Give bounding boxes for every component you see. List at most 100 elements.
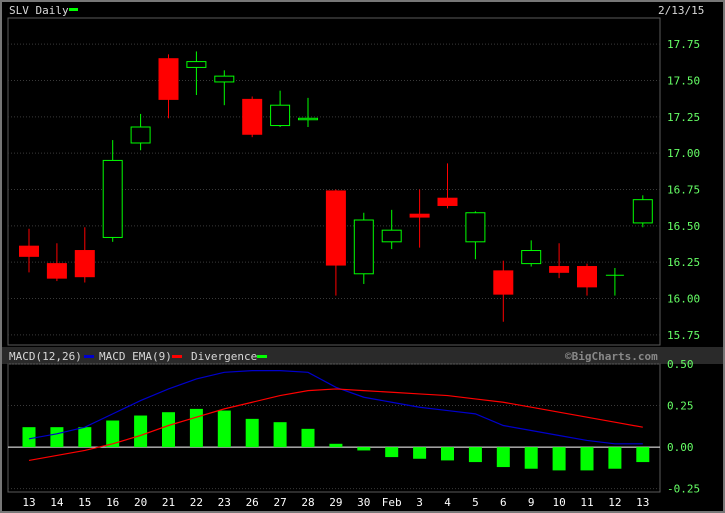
candle-body <box>242 98 263 135</box>
candle-body <box>102 159 123 238</box>
divergence-bar <box>636 447 650 463</box>
candle <box>158 54 179 119</box>
x-tick-label: 16 <box>106 496 119 509</box>
price-tick-label: 17.00 <box>667 147 700 160</box>
x-tick-label: 13 <box>22 496 35 509</box>
divergence-bar <box>413 447 427 459</box>
candle-body <box>158 58 179 100</box>
candle <box>214 70 235 106</box>
divergence-bar <box>134 415 148 448</box>
candle-body <box>325 190 346 266</box>
x-tick-label: 23 <box>218 496 231 509</box>
x-tick-label: 13 <box>636 496 649 509</box>
candle-body <box>46 263 67 279</box>
x-tick-label: 5 <box>472 496 479 509</box>
candle-body <box>130 126 151 144</box>
x-tick-label: 12 <box>608 496 621 509</box>
price-tick-label: 16.25 <box>667 256 700 269</box>
x-tick-label: 28 <box>301 496 314 509</box>
symbol-label: SLV Daily <box>9 4 69 17</box>
candle <box>130 113 151 151</box>
divergence-label: Divergence <box>191 350 257 363</box>
candle-body <box>74 250 95 278</box>
candle <box>353 212 374 284</box>
candle-body <box>493 270 514 295</box>
divergence-bar <box>162 412 175 448</box>
x-tick-label: 14 <box>50 496 64 509</box>
candle <box>632 195 653 228</box>
macd-tick-label: 0.25 <box>667 400 694 413</box>
x-tick-label: 11 <box>580 496 593 509</box>
divergence-bar <box>385 447 399 458</box>
ema-line <box>28 388 643 462</box>
macd-axis-labels: 0.50 0.25 0.00 -0.25 <box>667 358 700 496</box>
candle <box>242 96 263 138</box>
divergence-bar <box>301 428 315 448</box>
x-axis-labels: 13 14 15 16 20 21 22 23 26 27 28 29 30 Feb 3 4 5 6 9 10 11 12… <box>22 496 649 509</box>
divergence-bar <box>580 447 594 471</box>
candle-body <box>465 212 486 243</box>
x-tick-label: 10 <box>552 496 565 509</box>
x-tick-label: 26 <box>246 496 259 509</box>
divergence-bar <box>357 447 371 451</box>
date-label: 2/13/15 <box>658 4 704 17</box>
macd-header-bar <box>2 347 723 364</box>
x-tick-label: 4 <box>444 496 451 509</box>
divergence-bar <box>608 447 622 469</box>
price-tick-label: 16.50 <box>667 220 700 233</box>
candle <box>270 90 291 127</box>
candle <box>46 243 67 282</box>
candle <box>19 228 39 273</box>
divergence-legend-swatch <box>257 355 267 358</box>
macd-tick-label: 0.50 <box>667 358 694 371</box>
divergence-bar <box>189 408 203 448</box>
macd-label: MACD(12,26) <box>9 350 82 363</box>
candle-body <box>632 199 653 224</box>
candle-body <box>186 61 207 68</box>
watermark: ©BigCharts.com <box>565 350 658 363</box>
candle <box>298 97 318 127</box>
candle-body <box>270 104 291 127</box>
x-tick-label: 22 <box>190 496 203 509</box>
candle-body <box>577 266 597 288</box>
x-tick-label: 20 <box>134 496 147 509</box>
divergence-bar <box>106 420 120 448</box>
divergence-bar <box>273 422 287 448</box>
macd-tick-label: 0.00 <box>667 441 694 454</box>
divergence-bars <box>22 408 650 471</box>
candle-body <box>521 250 542 265</box>
candle-body <box>549 266 570 273</box>
ema-label: MACD EMA(9) <box>99 350 172 363</box>
x-tick-label: 3 <box>416 496 423 509</box>
macd-line <box>28 370 643 445</box>
candle <box>325 189 346 296</box>
x-tick-label: 30 <box>357 496 370 509</box>
x-tick-label: Feb <box>382 496 402 509</box>
candle <box>74 227 95 283</box>
candle <box>549 243 570 279</box>
candle-body <box>409 213 430 218</box>
candle-body <box>298 117 318 121</box>
macd-panel <box>7 363 661 493</box>
macd-lines <box>28 370 643 462</box>
price-tick-label: 16.00 <box>667 292 700 305</box>
x-tick-label: 9 <box>528 496 535 509</box>
price-tick-label: 17.25 <box>667 111 700 124</box>
x-tick-label: 21 <box>162 496 175 509</box>
macd-tick-label: -0.25 <box>667 483 700 496</box>
divergence-bar <box>217 410 231 448</box>
divergence-bar <box>496 447 510 468</box>
candle-body <box>353 219 374 275</box>
symbol-legend-swatch <box>69 8 78 11</box>
divergence-bar <box>245 418 259 448</box>
price-tick-label: 17.75 <box>667 38 700 51</box>
ema-legend-swatch <box>172 355 182 358</box>
candle <box>186 51 207 96</box>
candles <box>19 51 653 322</box>
candle <box>521 240 542 267</box>
candle <box>605 267 624 296</box>
candle <box>102 140 123 242</box>
candle <box>381 209 402 250</box>
